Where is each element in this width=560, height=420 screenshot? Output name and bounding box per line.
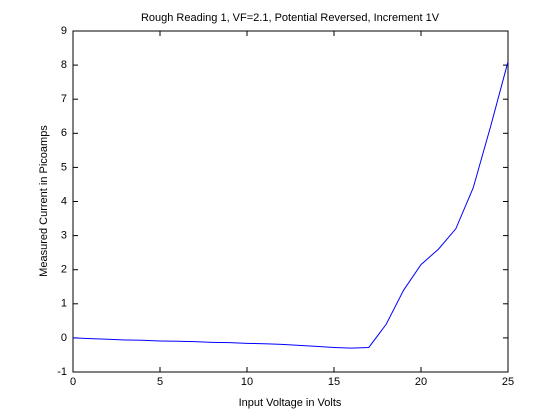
chart-title: Rough Reading 1, VF=2.1, Potential Rever… (141, 12, 440, 24)
x-tick-label: 10 (241, 376, 253, 388)
x-axis-label: Input Voltage in Volts (239, 397, 342, 409)
y-tick-label: 1 (61, 298, 67, 310)
y-tick-label: 9 (61, 25, 67, 37)
x-tick-label: 20 (415, 376, 427, 388)
y-tick-label: -1 (57, 366, 67, 378)
y-tick-label: 6 (61, 127, 67, 139)
y-tick-label: 5 (61, 161, 67, 173)
y-axis-label: Measured Current in Picoamps (38, 125, 50, 277)
x-tick-label: 0 (70, 376, 76, 388)
y-tick-label: 8 (61, 59, 67, 71)
y-tick-label: 4 (61, 195, 67, 207)
y-tick-label: 2 (61, 264, 67, 276)
x-tick-label: 5 (157, 376, 163, 388)
y-tick-label: 7 (61, 93, 67, 105)
data-line (72, 61, 509, 349)
y-tick-label: 3 (61, 230, 67, 242)
x-tick-label: 25 (502, 376, 514, 388)
x-tick-label: 15 (328, 376, 340, 388)
y-tick-label: 0 (61, 332, 67, 344)
axes-box (72, 30, 509, 373)
